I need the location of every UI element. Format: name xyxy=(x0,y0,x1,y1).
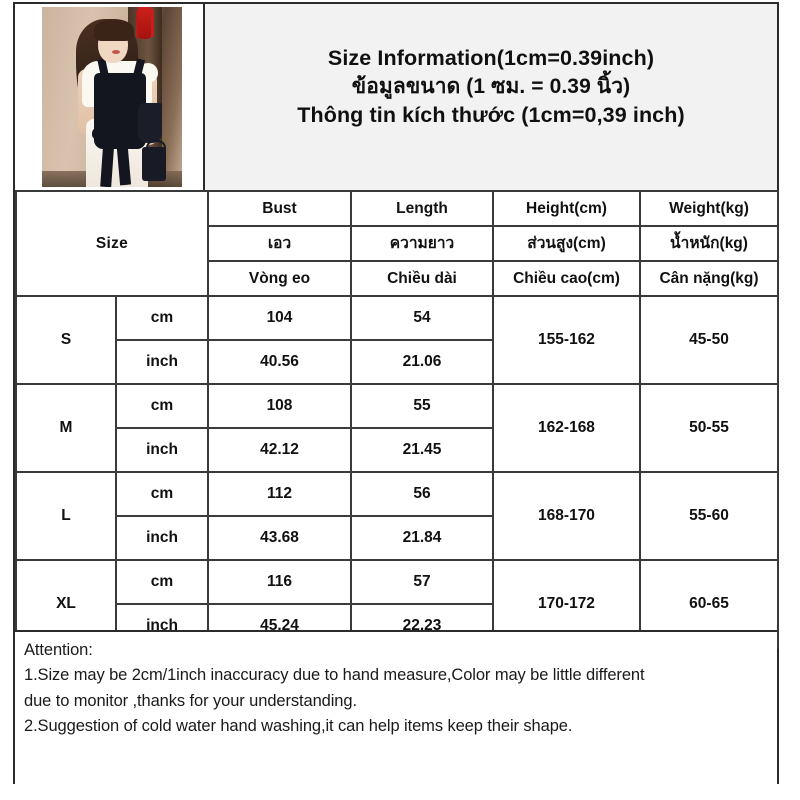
model-draped-jacket xyxy=(138,103,162,143)
table-row: XL cm 116 57 170-172 60-65 xyxy=(15,559,779,649)
height-range-m: 162-168 xyxy=(492,383,641,473)
header-height-vietnamese: Chiều cao(cm) xyxy=(492,260,641,297)
length-cm-xl: 57 xyxy=(350,559,494,605)
unit-label-cm-xl: cm xyxy=(115,559,209,605)
title-line-vietnamese: Thông tin kích thước (1cm=0,39 inch) xyxy=(297,102,685,127)
model-handbag xyxy=(142,147,166,181)
attention-heading: Attention: xyxy=(24,641,93,659)
model-lips xyxy=(112,50,120,54)
bust-inch-s: 40.56 xyxy=(207,339,352,385)
unit-label-cm-m: cm xyxy=(115,383,209,429)
table-header-row-vietnamese: Vòng eo Chiều dài Chiều cao(cm) Cân nặng… xyxy=(16,260,779,297)
table-row: inch 43.68 21.84 xyxy=(16,515,778,561)
table-row: inch 42.12 21.45 xyxy=(16,427,778,473)
size-label-m: M xyxy=(15,383,117,473)
header-weight-english: Weight(kg) xyxy=(639,190,779,227)
table-row: inch 40.56 21.06 xyxy=(16,339,778,385)
table-header-row-thai: เอว ความยาว ส่วนสูง(cm) น้ำหนัก(kg) xyxy=(16,225,779,262)
table-header-row-english: Size Bust Length Height(cm) Weight(kg) xyxy=(15,190,779,297)
weight-range-s: 45-50 xyxy=(639,295,779,385)
attention-note-1-line-2: due to monitor ,thanks for your understa… xyxy=(24,691,357,710)
header-bust-english: Bust xyxy=(207,190,352,227)
length-inch-s: 21.06 xyxy=(350,339,494,385)
red-tassel-decor xyxy=(138,7,151,39)
size-measurement-table: Size Bust Length Height(cm) Weight(kg) เ… xyxy=(15,190,779,649)
weight-range-l: 55-60 xyxy=(639,471,779,561)
header-size-cell: Size xyxy=(15,190,209,297)
weight-range-m: 50-55 xyxy=(639,383,779,473)
bust-cm-s: 104 xyxy=(207,295,352,341)
header-weight-vietnamese: Cân nặng(kg) xyxy=(639,260,779,297)
chart-outer-frame: Size Information(1cm=0.39inch) ข้อมูลขนา… xyxy=(13,2,779,784)
product-photo-cell xyxy=(15,4,205,190)
product-photo xyxy=(42,7,182,187)
title-cell: Size Information(1cm=0.39inch) ข้อมูลขนา… xyxy=(205,4,777,190)
attention-block: Attention: 1.Size may be 2cm/1inch inacc… xyxy=(15,630,777,784)
length-cm-l: 56 xyxy=(350,471,494,517)
bust-inch-m: 42.12 xyxy=(207,427,352,473)
length-cm-m: 55 xyxy=(350,383,494,429)
header-length-thai: ความยาว xyxy=(350,225,494,262)
unit-label-inch-l: inch xyxy=(115,515,209,561)
unit-label-inch-s: inch xyxy=(115,339,209,385)
header-height-thai: ส่วนสูง(cm) xyxy=(492,225,641,262)
bust-cm-l: 112 xyxy=(207,471,352,517)
attention-note-1-line-1: 1.Size may be 2cm/1inch inaccuracy due t… xyxy=(24,666,645,685)
title-line-english: Size Information(1cm=0.39inch) xyxy=(327,46,655,70)
header-weight-thai: น้ำหนัก(kg) xyxy=(639,225,779,262)
size-label-s: S xyxy=(15,295,117,385)
header-height-english: Height(cm) xyxy=(492,190,641,227)
length-inch-l: 21.84 xyxy=(350,515,494,561)
bust-inch-l: 43.68 xyxy=(207,515,352,561)
size-label-l: L xyxy=(15,471,117,561)
header-bust-thai: เอว xyxy=(207,225,352,262)
header-bust-vietnamese: Vòng eo xyxy=(207,260,352,297)
attention-note-2: 2.Suggestion of cold water hand washing,… xyxy=(24,717,573,736)
length-cm-s: 54 xyxy=(350,295,494,341)
overall-bow xyxy=(92,123,138,143)
unit-label-cm-l: cm xyxy=(115,471,209,517)
bust-cm-xl: 116 xyxy=(207,559,352,605)
header-length-english: Length xyxy=(350,190,494,227)
table-row: L cm 112 56 168-170 55-60 xyxy=(15,471,779,561)
bust-cm-m: 108 xyxy=(207,383,352,429)
height-range-l: 168-170 xyxy=(492,471,641,561)
table-row: S cm 104 54 155-162 45-50 xyxy=(15,295,779,385)
length-inch-m: 21.45 xyxy=(350,427,494,473)
model-hair-front xyxy=(94,19,134,41)
table-row: M cm 108 55 162-168 50-55 xyxy=(15,383,779,473)
header-length-vietnamese: Chiều dài xyxy=(350,260,494,297)
height-range-s: 155-162 xyxy=(492,295,641,385)
unit-label-inch-m: inch xyxy=(115,427,209,473)
header-band: Size Information(1cm=0.39inch) ข้อมูลขนา… xyxy=(15,4,777,190)
title-line-thai: ข้อมูลขนาด (1 ซม. = 0.39 นิ้ว) xyxy=(351,74,631,98)
unit-label-cm-s: cm xyxy=(115,295,209,341)
